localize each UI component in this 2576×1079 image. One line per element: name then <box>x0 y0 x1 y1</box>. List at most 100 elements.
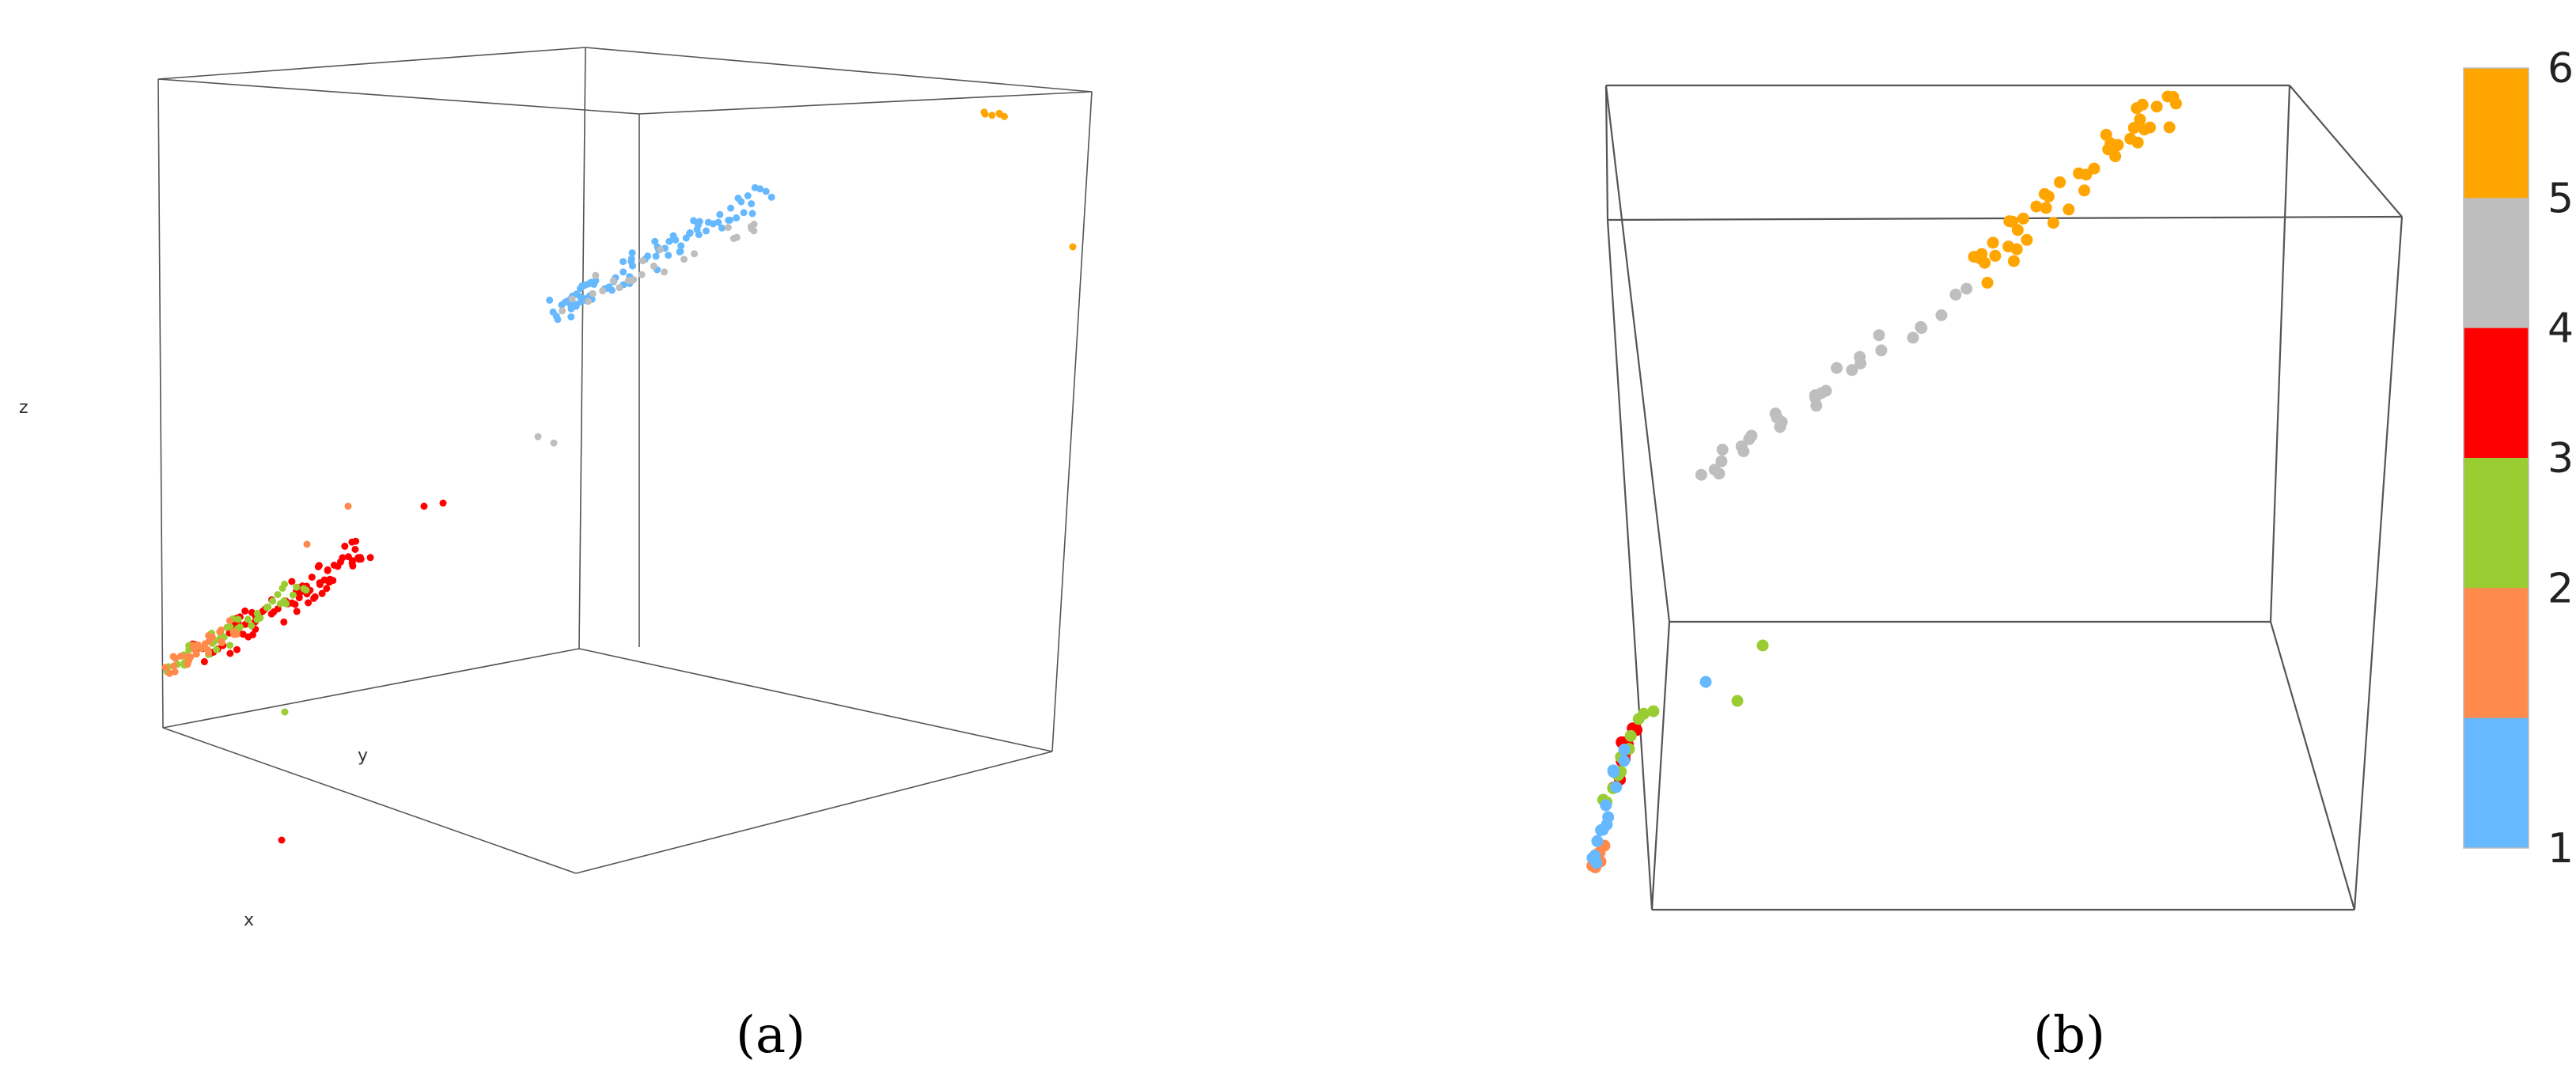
data-point-class-5 <box>1820 384 1832 397</box>
colorbar-band <box>2464 68 2529 199</box>
data-point-class-4 <box>226 649 234 657</box>
chart-panel-b: 6 5 4 3 2 1 (b) <box>1250 0 2576 1079</box>
data-point-class-1 <box>578 282 586 290</box>
data-point-class-1 <box>652 252 660 260</box>
data-point-class-1 <box>665 252 672 259</box>
data-point-class-5 <box>691 250 699 258</box>
data-point-class-4 <box>233 646 241 653</box>
data-point-class-6 <box>2038 187 2051 200</box>
data-point-class-5 <box>1771 411 1783 424</box>
data-point-class-6 <box>1979 256 1991 269</box>
data-point-class-6 <box>2134 113 2146 126</box>
data-point-class-3 <box>1731 695 1744 707</box>
data-point-class-1 <box>665 237 673 245</box>
data-point-class-2 <box>218 638 225 646</box>
data-point-class-6 <box>2161 90 2174 103</box>
data-point-class-5 <box>657 245 664 253</box>
data-point-class-4 <box>316 581 324 589</box>
data-point-class-4 <box>311 593 319 600</box>
colorbar-tick-label: 1 <box>2548 825 2574 873</box>
box-edge <box>157 78 164 729</box>
data-point-class-4 <box>324 566 331 574</box>
data-point-class-4 <box>325 578 333 586</box>
data-point-class-1 <box>756 185 764 193</box>
data-point-class-6 <box>2017 212 2029 225</box>
data-point-class-5 <box>568 295 576 303</box>
data-point-class-1 <box>592 277 600 285</box>
data-point-class-6 <box>2011 224 2024 237</box>
data-point-class-1 <box>740 209 748 217</box>
data-point-class-1 <box>748 210 756 218</box>
data-point-class-2 <box>205 637 213 645</box>
data-point-class-6 <box>2109 150 2122 163</box>
colorbar-tick-label: 4 <box>2548 305 2574 353</box>
data-point-class-3 <box>1647 705 1660 717</box>
data-point-class-1 <box>727 204 735 212</box>
data-point-class-4 <box>288 599 296 607</box>
data-point-class-1 <box>690 217 698 225</box>
box-edge <box>1051 91 1093 752</box>
data-point-class-1 <box>686 229 694 237</box>
data-point-class-5 <box>661 268 669 276</box>
data-point-class-1 <box>669 232 677 240</box>
data-point-class-1 <box>694 221 702 229</box>
data-point-class-1 <box>1591 835 1604 847</box>
data-point-class-4 <box>357 555 365 563</box>
data-point-class-2 <box>344 502 352 510</box>
data-point-class-3 <box>276 600 284 608</box>
data-point-class-5 <box>1907 331 1919 344</box>
data-point-class-1 <box>619 268 627 276</box>
data-point-class-1 <box>710 220 717 228</box>
data-point-class-4 <box>344 553 352 561</box>
data-point-class-2 <box>198 645 206 652</box>
box-edge <box>2289 85 2403 218</box>
data-point-class-1 <box>566 301 574 309</box>
data-point-class-4 <box>420 502 428 510</box>
data-point-class-1 <box>748 200 756 208</box>
data-point-class-5 <box>1949 288 1962 301</box>
data-point-class-5 <box>650 262 657 270</box>
data-point-class-4 <box>366 554 374 562</box>
data-point-class-6 <box>2047 217 2059 229</box>
data-point-class-3 <box>281 708 289 716</box>
data-point-class-6 <box>2073 167 2085 180</box>
colorbar-tick-label: 6 <box>2548 45 2574 93</box>
data-point-class-5 <box>1774 421 1786 433</box>
data-point-class-5 <box>750 227 758 235</box>
box-edge <box>157 47 586 80</box>
data-point-class-6 <box>988 112 996 119</box>
box-edge <box>157 78 640 115</box>
data-point-class-3 <box>213 646 220 653</box>
data-point-class-6 <box>2136 98 2149 111</box>
data-point-class-1 <box>619 258 627 266</box>
data-point-class-1 <box>762 187 770 195</box>
colorbar-tick-label: 2 <box>2548 565 2574 612</box>
data-point-class-2 <box>161 664 169 672</box>
data-point-class-3 <box>1638 707 1650 720</box>
data-point-class-5 <box>724 224 732 232</box>
data-point-class-1 <box>682 234 690 242</box>
data-point-class-3 <box>234 615 242 623</box>
data-point-class-1 <box>1601 819 1613 831</box>
data-point-class-3 <box>293 583 301 591</box>
data-point-class-1 <box>1590 857 1603 869</box>
data-point-class-1 <box>546 296 554 304</box>
box-edge <box>578 648 1053 752</box>
data-point-class-1 <box>1618 755 1631 767</box>
data-point-class-4 <box>314 563 322 570</box>
data-point-class-1 <box>644 252 652 260</box>
data-point-class-5 <box>1831 362 1843 374</box>
data-point-class-2 <box>165 669 173 677</box>
data-point-class-3 <box>274 591 282 599</box>
data-point-class-4 <box>439 499 447 507</box>
data-point-class-1 <box>677 242 685 250</box>
data-point-class-5 <box>1875 344 1888 357</box>
data-point-class-2 <box>303 540 311 548</box>
data-point-class-5 <box>1715 455 1728 468</box>
data-point-class-1 <box>1618 744 1631 756</box>
data-point-class-1 <box>1610 781 1623 793</box>
box-edge <box>1650 621 1671 911</box>
box-edge <box>1604 85 1609 221</box>
